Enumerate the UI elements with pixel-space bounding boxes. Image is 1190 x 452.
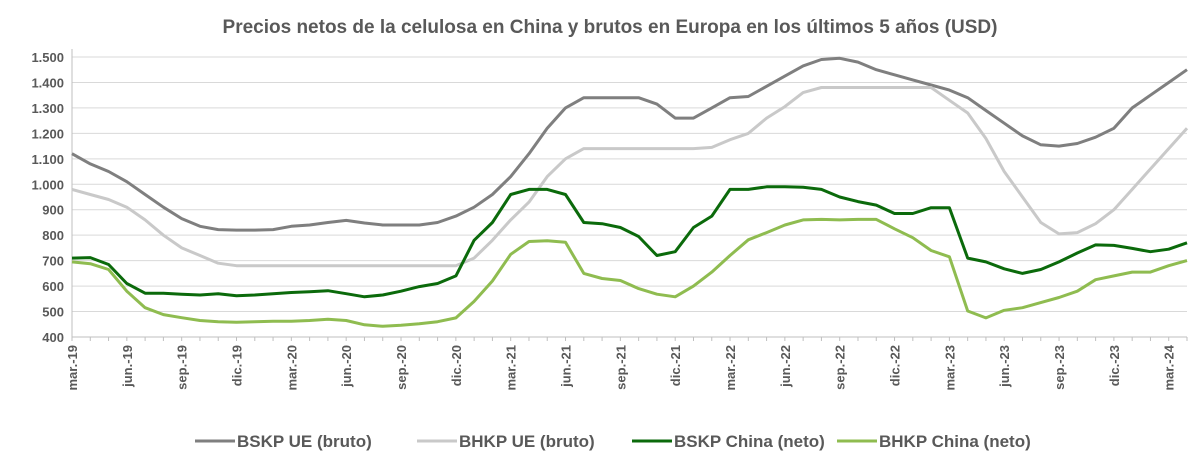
- x-tick-label: mar.-19: [65, 345, 80, 391]
- y-tick-label: 800: [42, 228, 64, 243]
- y-tick-label: 1.200: [31, 126, 64, 141]
- x-tick-label: mar.-22: [723, 345, 738, 391]
- y-tick-label: 1.400: [31, 75, 64, 90]
- legend-label: BSKP China (neto): [674, 432, 825, 451]
- x-tick-label: dic.-19: [230, 345, 245, 386]
- series-line: [71, 185, 1188, 299]
- x-tick-label: jun.-20: [339, 345, 354, 388]
- y-tick-label: 500: [42, 305, 64, 320]
- y-tick-label: 600: [42, 279, 64, 294]
- x-tick-label: mar.-21: [504, 345, 519, 391]
- x-tick-label: sep.-23: [1052, 345, 1067, 390]
- y-tick-label: 400: [42, 330, 64, 345]
- x-tick-label: mar.-20: [284, 345, 299, 391]
- x-tick-label: sep.-21: [613, 345, 628, 390]
- x-tick-label: sep.-19: [175, 345, 190, 390]
- y-tick-label: 700: [42, 254, 64, 269]
- x-tick-label: dic.-22: [888, 345, 903, 386]
- legend-label: BHKP China (neto): [879, 432, 1031, 451]
- x-tick-label: mar.-24: [1162, 344, 1177, 390]
- x-tick-label: dic.-21: [668, 345, 683, 386]
- legend-label: BSKP UE (bruto): [237, 432, 372, 451]
- y-tick-label: 1.300: [31, 101, 64, 116]
- x-tick-label: mar.-23: [942, 345, 957, 391]
- x-tick-label: dic.-23: [1107, 345, 1122, 386]
- x-tick-label: jun.-23: [997, 345, 1012, 388]
- x-tick-label: sep.-20: [394, 345, 409, 390]
- y-tick-label: 1.500: [31, 50, 64, 65]
- series-line: [71, 56, 1188, 232]
- x-tick-label: sep.-22: [833, 345, 848, 390]
- y-tick-label: 1.000: [31, 177, 64, 192]
- x-tick-label: jun.-21: [559, 345, 574, 388]
- series-line: [71, 217, 1188, 328]
- x-tick-label: dic.-20: [449, 345, 464, 386]
- x-tick-label: jun.-22: [778, 345, 793, 388]
- chart-title: Precios netos de la celulosa en China y …: [223, 17, 998, 38]
- series-line: [71, 86, 1189, 268]
- legend-label: BHKP UE (bruto): [459, 432, 595, 451]
- y-tick-label: 900: [42, 203, 64, 218]
- x-tick-label: jun.-19: [120, 345, 135, 388]
- y-tick-label: 1.100: [31, 152, 64, 167]
